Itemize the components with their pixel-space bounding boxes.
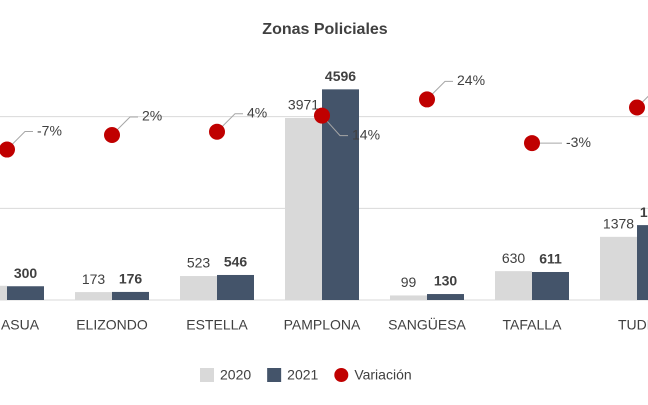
bar [427,294,464,300]
bar [637,225,648,300]
data-label: -7% [37,122,62,138]
data-label: 1634 [640,204,648,220]
data-label: 1378 [603,216,634,232]
marker [314,107,330,124]
leader-line [321,115,348,137]
bar [285,117,322,300]
x-tick-label: ESTELLA [186,317,248,333]
marker [0,141,15,158]
data-label: 300 [14,265,38,281]
x-tick-label: SANGÜESA [388,316,466,333]
bar [112,291,149,300]
marker [629,99,645,116]
bar [322,89,359,300]
legend-label: 2021 [287,367,318,383]
legend-swatch [200,368,214,382]
bar [75,292,112,300]
marker [419,91,435,108]
data-label: 4% [247,104,267,120]
data-label: 99 [401,274,417,290]
data-label: -3% [566,134,591,150]
bar [495,271,532,300]
bar [180,276,217,300]
data-label: 523 [187,255,211,271]
x-tick-label: ASUA [1,317,40,333]
bar [532,271,569,300]
data-label: 14% [352,126,380,142]
bar [0,285,7,300]
marker [104,127,120,143]
data-label: 546 [224,254,248,270]
legend-label: 2020 [220,367,251,383]
x-tick-label: ELIZONDO [76,317,148,333]
legend-swatch [267,368,282,382]
data-label: 24% [457,72,485,88]
leader-line [636,95,648,108]
data-label: 130 [434,273,458,289]
bar [600,236,637,300]
data-label: 173 [82,271,106,287]
legend-marker [334,368,349,382]
chart-title: Zonas Policiales [262,21,387,38]
bar [390,295,427,300]
bar [217,274,254,300]
data-label: 4596 [325,68,356,84]
data-label: 3971 [288,97,319,113]
x-tick-label: TUDE [618,317,648,333]
leader-line [216,113,243,133]
data-label: 630 [502,250,526,266]
x-tick-label: PAMPLONA [284,317,361,333]
marker [209,123,225,140]
leader-line [426,80,453,100]
legend-label: Variación [354,367,411,383]
leader-line [6,131,33,150]
bar [7,286,44,300]
data-label: 176 [119,271,143,287]
data-label: 611 [539,251,562,267]
data-label: 2% [142,108,162,124]
leader-line [111,116,138,136]
x-tick-label: TAFALLA [503,317,563,333]
marker [524,135,540,152]
